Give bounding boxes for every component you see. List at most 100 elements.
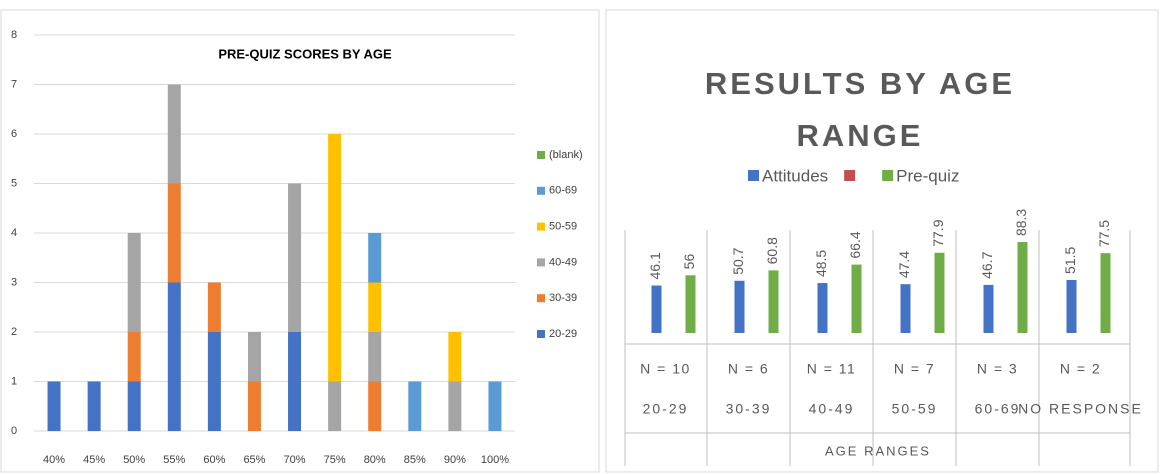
legend-label: (blank)	[549, 149, 583, 161]
left-panel	[0, 9, 600, 473]
legend-label: 50-59	[549, 221, 577, 233]
legend-swatch	[537, 151, 545, 159]
x-tick-label: 60%	[203, 454, 225, 466]
x-tick-label: 40-49	[809, 401, 855, 417]
bar-segment	[87, 381, 101, 431]
value-label: 56	[681, 254, 697, 270]
x-tick-label: 90%	[444, 454, 466, 466]
x-tick-label: 30-39	[726, 401, 772, 417]
bar	[1100, 253, 1111, 333]
legend-swatch	[748, 170, 759, 181]
legend-label: Attitudes	[762, 166, 828, 185]
value-label: 50.7	[730, 247, 746, 274]
bar	[1066, 279, 1077, 333]
legend-swatch	[537, 186, 545, 195]
group-label: N = 10	[640, 361, 691, 377]
x-tick-label: 70%	[284, 454, 306, 466]
x-tick-label: 65%	[243, 454, 265, 466]
x-tick-label: 50%	[123, 454, 145, 466]
bar-segment	[127, 381, 141, 431]
bar-segment	[127, 332, 141, 382]
bar-segment	[408, 381, 422, 431]
bar-segment	[288, 183, 302, 332]
legend-label: 60-69	[549, 185, 577, 197]
bar	[983, 284, 994, 333]
bar-segment	[368, 332, 382, 382]
x-tick-label: 85%	[404, 454, 426, 466]
bar-segment	[288, 332, 302, 431]
bar-segment	[127, 233, 141, 332]
y-tick-label: 1	[11, 375, 17, 387]
y-tick-label: 3	[11, 276, 17, 288]
x-tick-label: NO RESPONSE	[1018, 401, 1143, 417]
legend-swatch	[537, 330, 545, 338]
bar-segment	[488, 381, 502, 431]
legend-swatch	[844, 170, 856, 181]
legend-label: 20-29	[549, 328, 577, 340]
bar-segment	[328, 381, 342, 431]
x-tick-label: 100%	[481, 454, 509, 466]
y-tick-label: 5	[11, 177, 17, 189]
value-label: 46.1	[647, 252, 663, 279]
bar	[734, 280, 745, 333]
bar-segment	[167, 282, 181, 431]
bar	[817, 283, 828, 333]
chart-title: PRE-QUIZ SCORES BY AGE	[218, 46, 392, 61]
x-tick-label: 45%	[83, 454, 105, 466]
legend-swatch	[537, 294, 545, 303]
y-tick-label: 8	[11, 29, 17, 41]
bar-segment	[247, 381, 261, 431]
bar	[768, 270, 779, 333]
x-tick-label: 60-69	[975, 401, 1021, 417]
x-tick-label: 75%	[324, 454, 346, 466]
bar-segment	[167, 84, 181, 184]
bar-segment	[328, 134, 342, 382]
y-tick-label: 0	[11, 425, 17, 437]
bar-segment	[167, 183, 181, 283]
bar-segment	[448, 381, 462, 431]
legend-label: 30-39	[549, 292, 577, 304]
bar-segment	[247, 332, 261, 382]
y-tick-label: 4	[11, 227, 17, 239]
legend-swatch	[882, 170, 894, 181]
bar-segment	[47, 381, 61, 431]
y-tick-label: 6	[11, 128, 17, 140]
bar	[1017, 242, 1028, 333]
x-tick-label: 80%	[364, 454, 386, 466]
value-label: 60.8	[764, 237, 780, 264]
x-tick-label: 55%	[163, 454, 185, 466]
value-label: 88.3	[1013, 209, 1029, 236]
bar	[900, 284, 911, 333]
x-tick-label: 20-29	[643, 401, 689, 417]
value-label: 51.5	[1062, 246, 1078, 273]
value-label: 77.9	[930, 219, 946, 246]
bar-segment	[368, 381, 382, 431]
legend-label: Pre-quiz	[896, 166, 959, 185]
bar-segment	[368, 233, 382, 283]
x-tick-label: 40%	[43, 454, 65, 466]
legend-label: 40-49	[549, 256, 577, 268]
bar	[934, 252, 945, 333]
bar	[685, 275, 696, 333]
y-tick-label: 2	[11, 326, 17, 338]
value-label: 77.5	[1096, 220, 1112, 247]
bar-segment	[368, 282, 382, 332]
group-label: N = 6	[728, 361, 769, 377]
bar-segment	[207, 332, 221, 431]
right-panel	[605, 9, 1159, 473]
bar-segment	[448, 332, 462, 382]
legend-swatch	[537, 258, 545, 267]
group-label: N = 7	[894, 361, 935, 377]
bar	[651, 285, 662, 333]
group-label: N = 3	[977, 361, 1018, 377]
bar-segment	[207, 282, 221, 332]
legend-swatch	[537, 222, 545, 231]
x-axis-label: AGE RANGES	[825, 443, 931, 458]
chart-title: RESULTS BY AGE RANGE	[704, 66, 1016, 153]
value-label: 47.4	[896, 251, 912, 278]
group-label: N = 2	[1060, 361, 1101, 377]
group-label: N = 11	[807, 361, 857, 377]
y-tick-label: 7	[11, 78, 17, 90]
